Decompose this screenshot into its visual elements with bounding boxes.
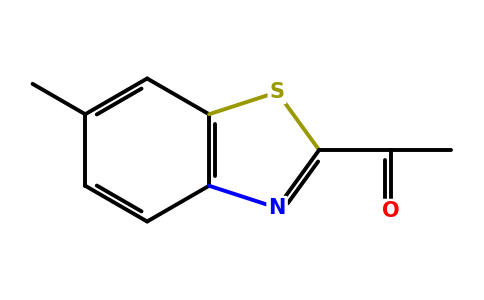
Text: O: O [382, 201, 399, 221]
Text: S: S [270, 82, 285, 102]
Text: N: N [269, 198, 286, 218]
